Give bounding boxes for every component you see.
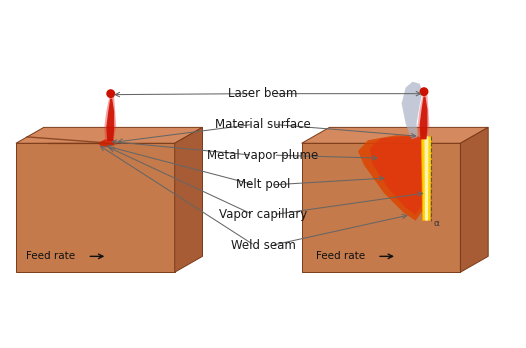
Polygon shape bbox=[370, 136, 429, 215]
Polygon shape bbox=[16, 127, 203, 143]
Polygon shape bbox=[16, 143, 175, 272]
Text: Material surface: Material surface bbox=[215, 118, 311, 131]
Text: Feed rate: Feed rate bbox=[26, 251, 75, 261]
Polygon shape bbox=[402, 82, 422, 139]
Polygon shape bbox=[420, 97, 428, 139]
Text: Laser beam: Laser beam bbox=[228, 87, 298, 100]
Polygon shape bbox=[106, 98, 114, 141]
Text: Feed rate: Feed rate bbox=[316, 251, 365, 261]
Text: Melt pool: Melt pool bbox=[236, 179, 290, 191]
Circle shape bbox=[420, 87, 429, 96]
Polygon shape bbox=[402, 82, 422, 139]
Polygon shape bbox=[421, 136, 431, 221]
Polygon shape bbox=[358, 135, 430, 221]
Text: Weld seam: Weld seam bbox=[230, 239, 296, 252]
Polygon shape bbox=[175, 127, 203, 272]
Polygon shape bbox=[99, 139, 116, 147]
Polygon shape bbox=[418, 92, 429, 139]
Polygon shape bbox=[460, 127, 488, 272]
Text: Metal vapor plume: Metal vapor plume bbox=[207, 149, 319, 162]
Polygon shape bbox=[104, 94, 116, 143]
Text: α: α bbox=[433, 219, 439, 228]
Text: Vapor capillary: Vapor capillary bbox=[219, 208, 307, 221]
Circle shape bbox=[106, 89, 115, 98]
Polygon shape bbox=[302, 143, 460, 272]
Polygon shape bbox=[302, 127, 488, 143]
Polygon shape bbox=[424, 136, 429, 221]
